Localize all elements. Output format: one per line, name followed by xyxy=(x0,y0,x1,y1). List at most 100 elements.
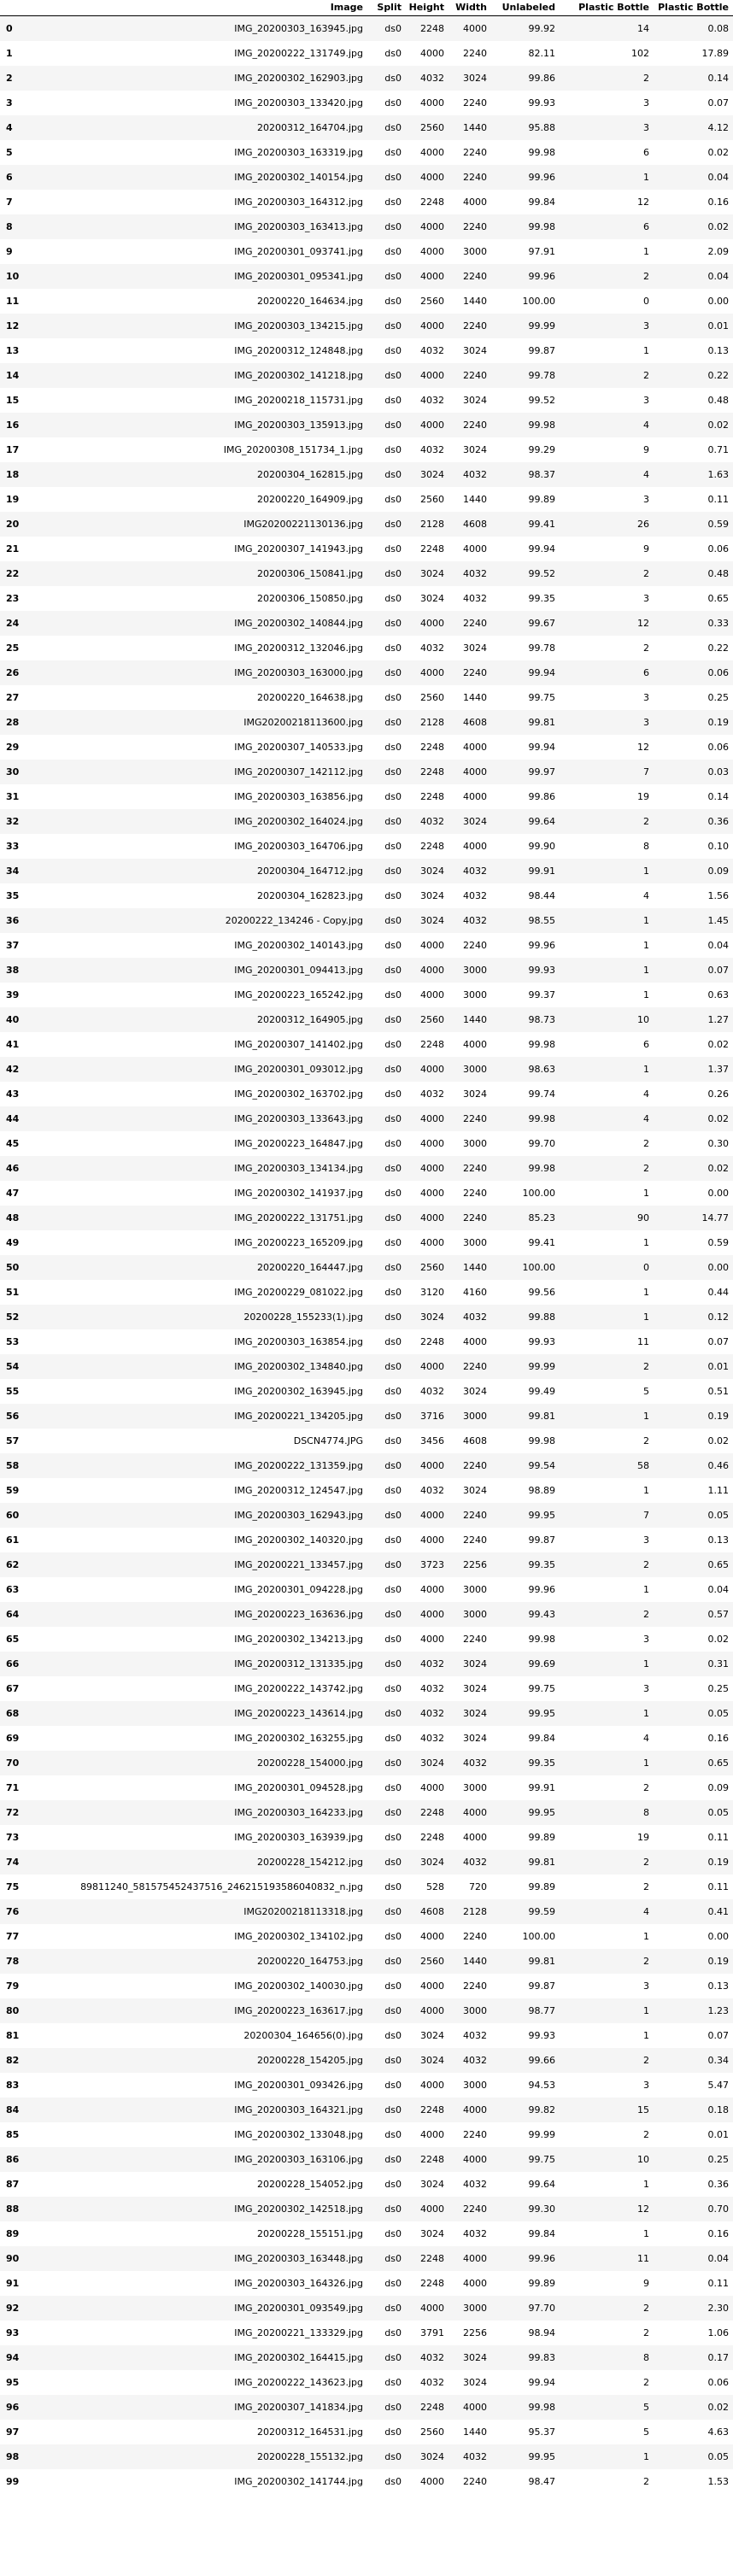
table-row: 99 IMG_20200302_141744.jpg ds0 4000 2240 98.4… xyxy=(0,2469,733,2494)
plastic-bottle-count-cell: 4 xyxy=(643,1113,649,1124)
plastic-bottle-count-cell: 2 xyxy=(643,2377,649,2388)
image-cell: 20200228_154212.jpg xyxy=(257,1857,363,1868)
split-cell: ds0 xyxy=(384,2352,402,2363)
width-cell: 4000 xyxy=(463,1039,487,1050)
row-index-cell: 32 xyxy=(6,816,20,827)
width-cell: 4032 xyxy=(463,593,487,604)
plastic-bottle-percent-cell: 0.04 xyxy=(707,271,730,282)
row-index-cell: 80 xyxy=(6,2005,20,2016)
image-cell: 20200220_164638.jpg xyxy=(257,692,363,703)
table-row: 14 IMG_20200302_141218.jpg ds0 4000 2240 99.7… xyxy=(0,363,733,388)
unlabeled-cell: 99.89 xyxy=(528,1832,556,1843)
unlabeled-cell: 99.95 xyxy=(528,1708,556,1719)
table-row: 77 IMG_20200302_134102.jpg ds0 4000 2240 100.… xyxy=(0,1924,733,1949)
unlabeled-cell: 99.52 xyxy=(528,395,556,406)
height-cell: 2248 xyxy=(420,766,444,777)
plastic-bottle-percent-cell: 0.13 xyxy=(707,1980,730,1992)
row-index-cell: 14 xyxy=(6,370,20,381)
split-cell: ds0 xyxy=(384,1782,402,1793)
plastic-bottle-count-cell: 8 xyxy=(643,841,649,852)
plastic-bottle-count-cell: 3 xyxy=(643,1634,649,1645)
image-cell: IMG_20200229_081022.jpg xyxy=(234,1287,363,1298)
row-index-cell: 45 xyxy=(6,1138,20,1149)
table-row: 86 IMG_20200303_163106.jpg ds0 2248 4000 99.7… xyxy=(0,2147,733,2172)
height-cell: 4032 xyxy=(420,643,444,654)
unlabeled-cell: 100.00 xyxy=(522,1262,556,1273)
image-cell: IMG_20200303_164321.jpg xyxy=(234,2104,363,2115)
split-cell: ds0 xyxy=(384,1708,402,1719)
image-cell: IMG_20200301_093012.jpg xyxy=(234,1064,363,1075)
plastic-bottle-percent-cell: 0.00 xyxy=(707,1188,730,1199)
unlabeled-cell: 99.35 xyxy=(528,593,556,604)
height-cell: 2560 xyxy=(420,1262,444,1273)
plastic-bottle-percent-cell: 1.45 xyxy=(707,915,730,926)
split-cell: ds0 xyxy=(384,989,402,1000)
plastic-bottle-count-cell: 1 xyxy=(643,345,649,356)
split-cell: ds0 xyxy=(384,2451,402,2462)
image-cell: 20200312_164704.jpg xyxy=(257,122,363,133)
split-cell: ds0 xyxy=(384,2154,402,2165)
row-index-cell: 75 xyxy=(6,1881,20,1892)
height-cell: 2248 xyxy=(420,2253,444,2264)
plastic-bottle-count-cell: 11 xyxy=(637,2253,649,2264)
unlabeled-cell: 99.67 xyxy=(528,618,556,629)
plastic-bottle-count-cell: 5 xyxy=(643,2426,649,2438)
width-cell: 3000 xyxy=(463,1064,487,1075)
row-index-cell: 11 xyxy=(6,296,20,307)
width-cell: 3024 xyxy=(463,395,487,406)
row-index-cell: 61 xyxy=(6,1534,20,1546)
split-cell: ds0 xyxy=(384,494,402,505)
split-cell: ds0 xyxy=(384,2203,402,2215)
width-cell: 4000 xyxy=(463,2278,487,2289)
height-cell: 3024 xyxy=(420,2179,444,2190)
row-index-cell: 62 xyxy=(6,1559,20,1570)
width-cell: 2240 xyxy=(463,1634,487,1645)
table-row: 30 IMG_20200307_142112.jpg ds0 2248 4000 99.9… xyxy=(0,760,733,784)
plastic-bottle-percent-cell: 1.23 xyxy=(707,2005,730,2016)
plastic-bottle-count-cell: 10 xyxy=(637,2154,649,2165)
width-cell: 1440 xyxy=(463,494,487,505)
plastic-bottle-count-cell: 1 xyxy=(643,2005,649,2016)
split-cell: ds0 xyxy=(384,643,402,654)
table-row: 57 DSCN4774.JPG ds0 3456 4608 99.98 2 0.02 xyxy=(0,1429,733,1453)
width-cell: 2240 xyxy=(463,1113,487,1124)
table-row: 42 IMG_20200301_093012.jpg ds0 4000 3000 98.6… xyxy=(0,1057,733,1082)
unlabeled-cell: 99.75 xyxy=(528,692,556,703)
row-index-cell: 29 xyxy=(6,742,20,753)
plastic-bottle-percent-cell: 0.04 xyxy=(707,2253,730,2264)
plastic-bottle-percent-cell: 2.30 xyxy=(707,2303,730,2314)
unlabeled-cell: 98.89 xyxy=(528,1485,556,1496)
plastic-bottle-count-cell: 3 xyxy=(643,395,649,406)
table-row: 31 IMG_20200303_163856.jpg ds0 2248 4000 99.8… xyxy=(0,784,733,809)
unlabeled-cell: 99.98 xyxy=(528,1634,556,1645)
split-cell: ds0 xyxy=(384,2129,402,2140)
unlabeled-cell: 99.69 xyxy=(528,1658,556,1669)
plastic-bottle-count-cell: 2 xyxy=(643,2129,649,2140)
plastic-bottle-count-cell: 4 xyxy=(643,420,649,431)
table-row: 68 IMG_20200223_143614.jpg ds0 4032 3024 99.9… xyxy=(0,1701,733,1726)
split-cell: ds0 xyxy=(384,1485,402,1496)
image-cell: IMG_20200303_134215.jpg xyxy=(234,320,363,332)
height-cell: 2560 xyxy=(420,2426,444,2438)
height-cell: 2560 xyxy=(420,122,444,133)
unlabeled-cell: 98.37 xyxy=(528,469,556,480)
plastic-bottle-count-cell: 9 xyxy=(643,2278,649,2289)
table-row: 79 IMG_20200302_140030.jpg ds0 4000 2240 99.8… xyxy=(0,1974,733,1998)
row-index-cell: 81 xyxy=(6,2030,20,2041)
plastic-bottle-percent-cell: 0.02 xyxy=(707,147,730,158)
column-header-plastic-bottle-percent: Plastic Bottle xyxy=(658,2,729,13)
plastic-bottle-count-cell: 3 xyxy=(643,122,649,133)
height-cell: 4000 xyxy=(420,667,444,678)
height-cell: 3024 xyxy=(420,2451,444,2462)
image-cell: 20200222_134246 - Copy.jpg xyxy=(225,915,363,926)
row-index-cell: 37 xyxy=(6,940,20,951)
plastic-bottle-percent-cell: 0.51 xyxy=(707,1386,730,1397)
split-cell: ds0 xyxy=(384,1832,402,1843)
plastic-bottle-percent-cell: 1.11 xyxy=(707,1485,730,1496)
image-cell: IMG_20200303_133643.jpg xyxy=(234,1113,363,1124)
table-row: 88 IMG_20200302_142518.jpg ds0 4000 2240 99.3… xyxy=(0,2197,733,2221)
height-cell: 4032 xyxy=(420,816,444,827)
width-cell: 3024 xyxy=(463,1386,487,1397)
width-cell: 1440 xyxy=(463,2426,487,2438)
plastic-bottle-percent-cell: 14.77 xyxy=(701,1212,730,1223)
